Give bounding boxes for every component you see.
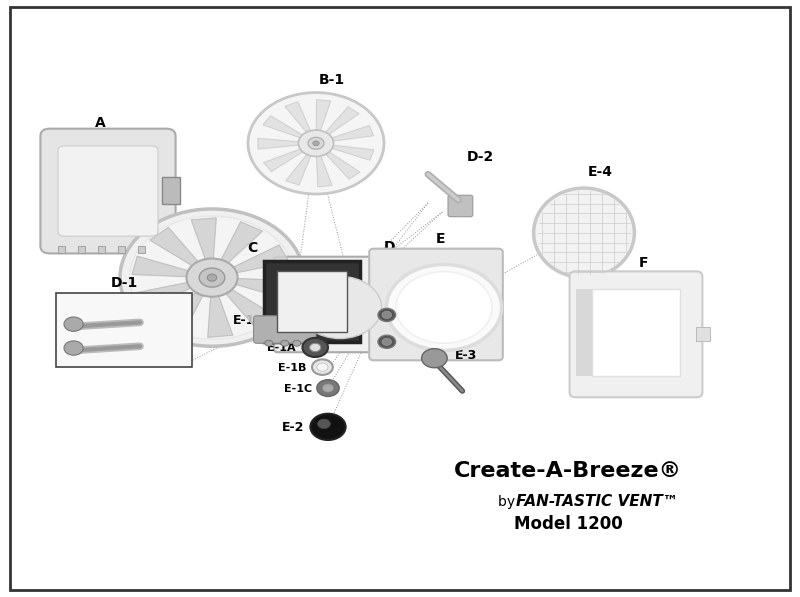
FancyBboxPatch shape <box>370 249 503 361</box>
Text: E-2: E-2 <box>282 421 304 434</box>
Circle shape <box>317 380 339 396</box>
Circle shape <box>378 308 396 321</box>
Text: D-2: D-2 <box>466 150 494 164</box>
Text: E-1B: E-1B <box>278 363 306 373</box>
Polygon shape <box>316 100 330 131</box>
Polygon shape <box>208 294 233 337</box>
Circle shape <box>64 341 83 355</box>
Text: by: by <box>498 495 519 509</box>
Polygon shape <box>263 116 302 138</box>
Text: E-3: E-3 <box>454 349 477 362</box>
Polygon shape <box>224 288 274 328</box>
Circle shape <box>64 317 83 331</box>
Polygon shape <box>191 218 216 261</box>
Text: Model 1200: Model 1200 <box>514 515 622 533</box>
Polygon shape <box>132 256 191 277</box>
Text: D-1: D-1 <box>110 276 138 290</box>
Polygon shape <box>230 245 290 273</box>
Circle shape <box>310 414 346 440</box>
Circle shape <box>302 338 328 357</box>
Bar <box>162 177 179 204</box>
Circle shape <box>422 349 447 368</box>
Text: E: E <box>435 232 445 247</box>
Circle shape <box>120 209 304 346</box>
Circle shape <box>322 384 334 392</box>
Circle shape <box>382 312 392 319</box>
Polygon shape <box>332 145 374 160</box>
Circle shape <box>382 338 392 345</box>
Circle shape <box>310 343 321 352</box>
Polygon shape <box>258 139 298 149</box>
Circle shape <box>298 130 334 156</box>
FancyBboxPatch shape <box>41 129 176 253</box>
Circle shape <box>248 93 384 194</box>
Bar <box>98 245 106 253</box>
Circle shape <box>199 268 225 287</box>
Polygon shape <box>233 278 292 299</box>
Polygon shape <box>326 107 359 134</box>
Bar <box>58 245 66 253</box>
Text: A: A <box>94 116 106 130</box>
Circle shape <box>207 274 217 281</box>
Text: Open Dome
Switch: Open Dome Switch <box>110 335 154 354</box>
Polygon shape <box>317 156 332 187</box>
Bar <box>576 289 592 376</box>
Bar <box>277 271 347 332</box>
Circle shape <box>298 276 382 338</box>
Polygon shape <box>326 152 360 179</box>
FancyBboxPatch shape <box>570 271 702 398</box>
Circle shape <box>318 419 330 429</box>
Bar <box>696 327 710 341</box>
Text: Create-A-Breeze®: Create-A-Breeze® <box>454 460 682 481</box>
Circle shape <box>396 272 492 343</box>
Bar <box>592 289 680 376</box>
Circle shape <box>265 340 273 346</box>
Polygon shape <box>286 155 311 185</box>
Circle shape <box>317 363 328 371</box>
Circle shape <box>186 259 238 297</box>
FancyBboxPatch shape <box>448 195 473 217</box>
Circle shape <box>308 137 324 149</box>
Bar <box>138 245 146 253</box>
Polygon shape <box>134 282 194 310</box>
Ellipse shape <box>534 188 634 278</box>
FancyBboxPatch shape <box>274 257 390 352</box>
Text: D: D <box>384 240 395 254</box>
Text: B: B <box>142 192 154 206</box>
Polygon shape <box>332 125 374 141</box>
Text: Closed Dome
Switch: Closed Dome Switch <box>122 305 174 324</box>
Text: FAN-TASTIC VENT™: FAN-TASTIC VENT™ <box>516 494 678 509</box>
Text: E-1C: E-1C <box>284 384 312 393</box>
Polygon shape <box>285 102 310 132</box>
Bar <box>78 245 85 253</box>
Circle shape <box>378 336 396 349</box>
Text: E-1: E-1 <box>233 314 255 327</box>
Text: E-4: E-4 <box>587 165 613 179</box>
Polygon shape <box>220 222 262 264</box>
Polygon shape <box>162 291 204 333</box>
Text: E-1A: E-1A <box>266 343 295 353</box>
Bar <box>264 261 360 341</box>
FancyBboxPatch shape <box>254 316 316 343</box>
Circle shape <box>386 264 502 350</box>
Circle shape <box>130 216 294 339</box>
Polygon shape <box>150 227 200 267</box>
Bar <box>56 293 192 367</box>
Circle shape <box>313 141 319 146</box>
Circle shape <box>281 340 289 346</box>
Polygon shape <box>264 149 302 171</box>
Text: C: C <box>247 241 257 256</box>
Circle shape <box>293 340 301 346</box>
Text: B-1: B-1 <box>319 73 345 87</box>
FancyBboxPatch shape <box>58 146 158 236</box>
Bar <box>118 245 126 253</box>
Circle shape <box>312 359 333 375</box>
Text: F: F <box>639 256 649 270</box>
